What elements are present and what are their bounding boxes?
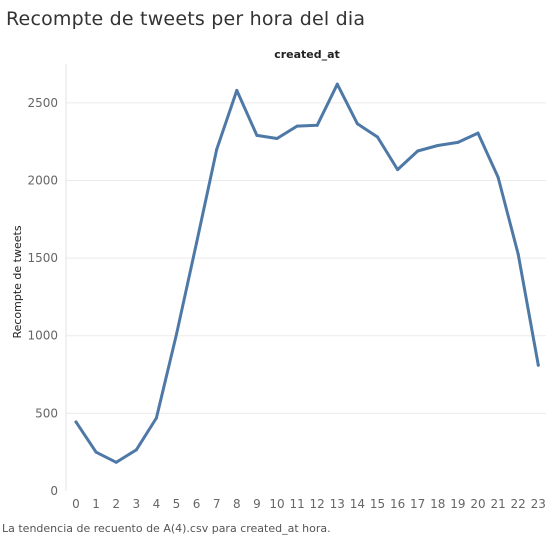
x-tick-label: 6 bbox=[193, 497, 201, 511]
column-header: created_at bbox=[274, 48, 340, 61]
x-tick-label: 8 bbox=[233, 497, 241, 511]
data-point bbox=[154, 416, 158, 420]
x-tick-label: 2 bbox=[112, 497, 120, 511]
y-tick-label: 2000 bbox=[27, 173, 58, 187]
data-point bbox=[396, 168, 400, 172]
gridlines bbox=[66, 102, 546, 414]
x-tick-label: 1 bbox=[92, 497, 100, 511]
y-tick-label: 1000 bbox=[27, 329, 58, 343]
x-tick-label: 10 bbox=[269, 497, 284, 511]
x-tick-label: 5 bbox=[173, 497, 181, 511]
chart-caption: La tendencia de recuento de A(4).csv par… bbox=[2, 522, 331, 535]
data-point bbox=[74, 420, 78, 424]
series-lines bbox=[74, 82, 540, 464]
data-point bbox=[114, 460, 118, 464]
y-tick-label: 0 bbox=[50, 484, 58, 498]
data-point bbox=[215, 147, 219, 151]
series-line bbox=[74, 82, 540, 464]
data-point bbox=[134, 448, 138, 452]
data-point bbox=[195, 241, 199, 245]
x-tick-label: 12 bbox=[310, 497, 325, 511]
y-tick-label: 2500 bbox=[27, 96, 58, 110]
x-tick-label: 3 bbox=[132, 497, 140, 511]
data-point bbox=[355, 122, 359, 126]
data-point bbox=[536, 363, 540, 367]
data-point bbox=[295, 124, 299, 128]
x-axis-ticks: 0 1 2 3 4 5 6 7 8 9 10 11 12 13 14 15 16 17 18 19 20 21 22 23 bbox=[72, 497, 546, 511]
y-axis-title: Recompte de tweets bbox=[11, 225, 24, 338]
chart-title: Recompte de tweets per hora del dia bbox=[6, 8, 366, 30]
data-point bbox=[476, 131, 480, 135]
y-tick-label: 500 bbox=[35, 406, 58, 420]
data-point bbox=[235, 88, 239, 92]
data-point bbox=[275, 137, 279, 141]
y-tick-label: 1500 bbox=[27, 251, 58, 265]
x-tick-label: 11 bbox=[289, 497, 304, 511]
x-tick-label: 14 bbox=[350, 497, 365, 511]
x-tick-label: 23 bbox=[531, 497, 546, 511]
data-point bbox=[496, 175, 500, 179]
data-point bbox=[335, 82, 339, 86]
data-point bbox=[456, 140, 460, 144]
x-tick-label: 15 bbox=[370, 497, 385, 511]
data-point bbox=[315, 123, 319, 127]
x-tick-label: 7 bbox=[213, 497, 221, 511]
data-point bbox=[416, 149, 420, 153]
data-point bbox=[376, 135, 379, 139]
x-tick-label: 9 bbox=[253, 497, 261, 511]
y-axis-ticks: 0 500 1000 1500 2000 2500 bbox=[27, 96, 58, 498]
data-point bbox=[516, 252, 520, 256]
data-point bbox=[94, 450, 98, 454]
x-tick-label: 16 bbox=[390, 497, 405, 511]
x-tick-label: 17 bbox=[410, 497, 425, 511]
x-tick-label: 21 bbox=[490, 497, 505, 511]
x-tick-label: 18 bbox=[430, 497, 445, 511]
x-tick-label: 19 bbox=[450, 497, 465, 511]
data-point bbox=[255, 133, 259, 137]
data-point bbox=[436, 144, 440, 148]
x-tick-label: 22 bbox=[511, 497, 526, 511]
x-tick-label: 4 bbox=[153, 497, 161, 511]
x-tick-label: 13 bbox=[330, 497, 345, 511]
data-point bbox=[175, 332, 178, 336]
x-tick-label: 20 bbox=[470, 497, 485, 511]
x-tick-label: 0 bbox=[72, 497, 80, 511]
